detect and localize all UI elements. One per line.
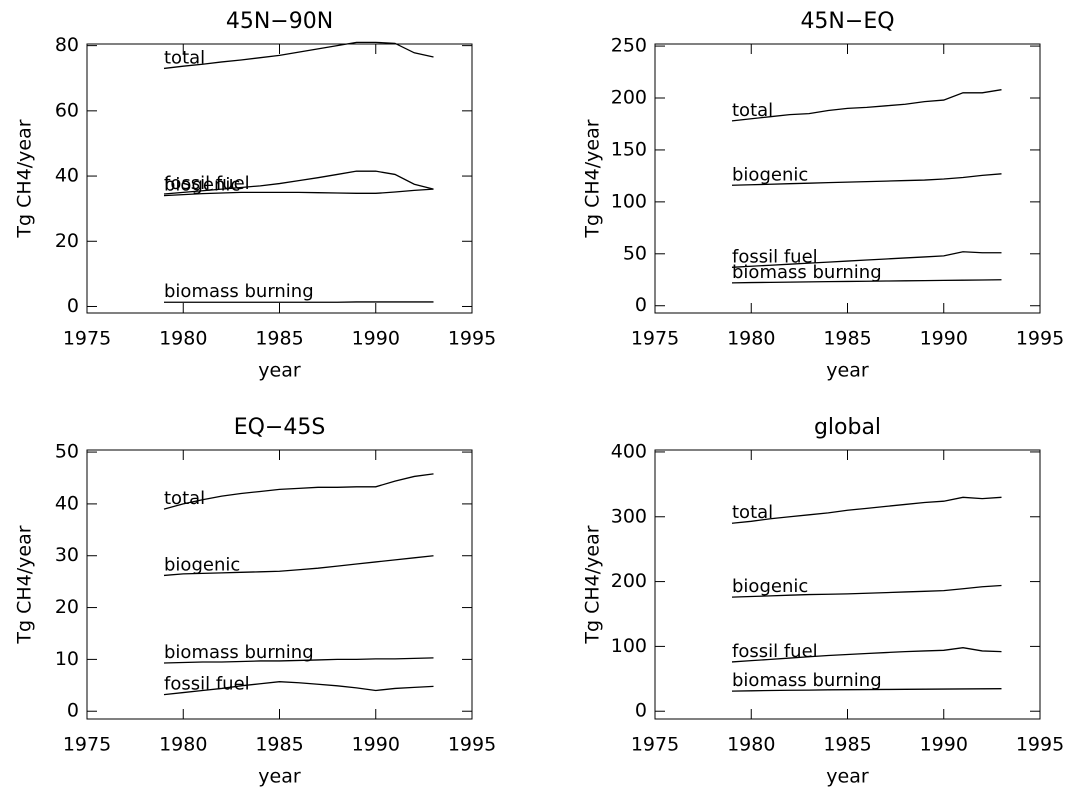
series-label: total — [164, 47, 205, 68]
x-tick-label: 1990 — [352, 328, 400, 350]
plot-frame — [86, 43, 473, 314]
y-tick-label: 20 — [55, 230, 79, 252]
y-tick-label: 60 — [55, 99, 79, 121]
chart-title: global — [814, 415, 881, 440]
y-tick-label: 100 — [611, 190, 647, 212]
y-axis-label: Tg CH4/year — [14, 119, 36, 238]
series-line — [731, 279, 1002, 284]
series-line — [731, 584, 1002, 598]
series-line — [163, 41, 434, 70]
chart-title: 45N−EQ — [800, 9, 894, 34]
series-label: total — [732, 100, 773, 121]
series-label: biogenic — [732, 164, 808, 185]
x-tick-label: 1995 — [448, 734, 496, 756]
y-tick-label: 400 — [611, 440, 647, 462]
series-label: biogenic — [732, 576, 808, 597]
series-line — [731, 89, 1002, 122]
y-axis-label: Tg CH4/year — [582, 119, 604, 238]
series-line — [731, 173, 1002, 186]
x-tick-label: 1990 — [920, 734, 968, 756]
series-line — [731, 496, 1002, 524]
chart-title: EQ−45S — [234, 415, 326, 440]
x-axis-label: year — [826, 360, 869, 382]
series-line — [163, 657, 434, 664]
x-tick-label: 1990 — [352, 734, 400, 756]
series-line — [731, 688, 1002, 692]
series-line — [163, 473, 434, 510]
y-tick-label: 100 — [611, 635, 647, 657]
series-label: biogenic — [164, 554, 240, 575]
series-label: fossil fuel — [164, 173, 250, 194]
x-tick-label: 1995 — [448, 328, 496, 350]
x-tick-label: 1975 — [63, 734, 111, 756]
x-tick-label: 1975 — [631, 328, 679, 350]
series-label: fossil fuel — [732, 246, 818, 267]
x-tick-label: 1985 — [823, 734, 871, 756]
x-tick-label: 1980 — [727, 328, 775, 350]
y-tick-label: 0 — [67, 700, 79, 722]
series-label: biomass burning — [732, 262, 882, 283]
panel: 45N−EQ year Tg CH4/year 1975 1980 1985 1990 199… — [582, 9, 1065, 382]
y-axis-label: Tg CH4/year — [582, 525, 604, 644]
x-tick-label: 1990 — [920, 328, 968, 350]
x-axis-label: year — [258, 766, 301, 788]
x-tick-label: 1985 — [823, 328, 871, 350]
x-tick-label: 1980 — [159, 328, 207, 350]
series-label: fossil fuel — [732, 641, 818, 662]
y-axis-label: Tg CH4/year — [14, 525, 36, 644]
y-tick-label: 0 — [635, 294, 647, 316]
x-axis-label: year — [826, 766, 869, 788]
x-axis-label: year — [258, 360, 301, 382]
series-line — [163, 681, 434, 696]
series-label: total — [732, 502, 773, 523]
x-tick-label: 1975 — [63, 328, 111, 350]
y-tick-label: 300 — [611, 505, 647, 527]
series-label: biomass burning — [164, 281, 314, 302]
y-tick-label: 50 — [623, 242, 647, 264]
plot-frame — [86, 449, 473, 720]
y-tick-label: 50 — [55, 441, 79, 463]
series-label: biogenic — [164, 175, 240, 196]
y-tick-label: 80 — [55, 34, 79, 56]
panel: global year Tg CH4/year 1975 1980 1985 1990 199… — [582, 415, 1065, 788]
y-tick-label: 250 — [611, 35, 647, 57]
y-tick-label: 30 — [55, 544, 79, 566]
x-tick-label: 1985 — [255, 734, 303, 756]
y-tick-label: 20 — [55, 596, 79, 618]
series-line — [731, 647, 1002, 663]
y-tick-label: 40 — [55, 492, 79, 514]
series-label: total — [164, 488, 205, 509]
x-tick-label: 1980 — [727, 734, 775, 756]
x-tick-label: 1980 — [159, 734, 207, 756]
y-tick-label: 0 — [67, 295, 79, 317]
y-tick-label: 0 — [635, 700, 647, 722]
x-tick-label: 1995 — [1016, 734, 1064, 756]
series-line — [163, 188, 434, 197]
series-label: fossil fuel — [164, 674, 250, 695]
y-tick-label: 40 — [55, 165, 79, 187]
y-tick-label: 200 — [611, 87, 647, 109]
panel: EQ−45S year Tg CH4/year 1975 1980 1985 1990 199… — [14, 415, 497, 788]
chart-title: 45N−90N — [226, 9, 333, 34]
series-line — [163, 170, 434, 195]
x-tick-label: 1985 — [255, 328, 303, 350]
series-line — [731, 251, 1002, 268]
x-tick-label: 1995 — [1016, 328, 1064, 350]
series-line — [163, 555, 434, 577]
series-label: biomass burning — [164, 642, 314, 663]
x-tick-label: 1975 — [631, 734, 679, 756]
panel: 45N−90N year Tg CH4/year 1975 1980 1985 1990 19… — [14, 9, 497, 382]
series-label: biomass burning — [732, 670, 882, 691]
y-tick-label: 10 — [55, 648, 79, 670]
y-tick-label: 200 — [611, 570, 647, 592]
y-tick-label: 150 — [611, 138, 647, 160]
